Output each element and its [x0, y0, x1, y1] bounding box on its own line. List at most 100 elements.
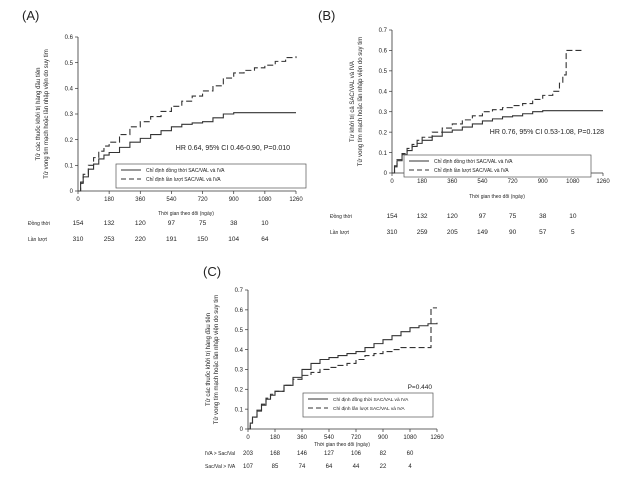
risk-count: 149	[477, 229, 488, 236]
risk-count: 74	[299, 464, 306, 470]
risk-count: 253	[104, 236, 115, 243]
x-tick-label: 360	[135, 197, 146, 203]
x-tick-label: 720	[351, 435, 362, 441]
legend-label: Chỉ định đồng thời SAC/VAL và IVA	[434, 158, 513, 165]
x-tick-label: 540	[166, 197, 177, 203]
risk-row-label: Lần lượt	[28, 237, 47, 243]
y-tick-label: 0.2	[379, 130, 388, 136]
x-axis-label: Thời gian theo dõi (ngày)	[158, 211, 214, 217]
x-tick-label: 540	[477, 179, 488, 185]
x-tick-label: 720	[508, 179, 519, 185]
risk-count: 85	[272, 464, 279, 470]
x-tick-label: 1080	[258, 197, 272, 203]
risk-count: 168	[270, 451, 281, 457]
y-tick-label: 0.5	[65, 61, 74, 67]
y-tick-label: 0.5	[235, 328, 244, 334]
risk-count: 60	[407, 451, 414, 457]
x-tick-label: 1080	[403, 435, 417, 441]
risk-count: 10	[261, 220, 269, 227]
risk-count: 106	[351, 451, 362, 457]
y-tick-label: 0.7	[379, 28, 388, 34]
y-tick-label: 0	[384, 171, 388, 177]
risk-row-label: Đồng thời	[330, 214, 352, 220]
x-tick-label: 720	[198, 197, 209, 203]
legend-label: Chỉ định lần lượt SAC/VAL và IVA	[434, 167, 509, 174]
x-tick-label: 900	[229, 197, 240, 203]
risk-row-label: Sac/Val > IVA	[205, 464, 236, 470]
concurrent-curve	[248, 322, 438, 430]
y-tick-label: 0.3	[235, 368, 244, 374]
risk-count: 132	[104, 220, 115, 227]
risk-count: 38	[230, 220, 238, 227]
y-tick-label: 0.4	[379, 89, 388, 95]
concurrent-curve	[392, 110, 603, 174]
risk-count: 154	[73, 220, 84, 227]
x-tick-label: 1260	[430, 435, 444, 441]
legend-label: Chỉ định đồng thời SAC/VAL và IVA	[146, 167, 225, 174]
y-tick-label: 0	[70, 189, 74, 195]
y-tick-label: 0.3	[65, 112, 74, 118]
risk-count: 90	[509, 229, 517, 236]
x-axis-label: Thời gian theo dõi (ngày)	[314, 442, 370, 448]
sequential-curve	[248, 307, 437, 430]
y-tick-label: 0.4	[235, 348, 244, 354]
risk-count: 82	[380, 451, 387, 457]
risk-count: 154	[387, 213, 398, 220]
y-tick-label: 0.4	[65, 87, 74, 93]
stat-annotation: HR 0.76, 95% CI 0.53-1.08, P=0.128	[490, 129, 604, 136]
legend-box	[302, 392, 434, 418]
y-axis-label: Tử vong tim mạch hoặc lần nhập viện do s…	[357, 37, 364, 166]
x-tick-label: 540	[324, 435, 335, 441]
y-axis-label: Tử vong tim mạch hoặc lần nhập viện do s…	[213, 295, 220, 424]
y-tick-label: 0.2	[235, 387, 244, 393]
risk-count: 120	[447, 213, 458, 220]
x-tick-label: 360	[297, 435, 308, 441]
y-tick-label: 0.5	[379, 69, 388, 75]
risk-count: 75	[199, 220, 207, 227]
sequential-curve	[78, 56, 297, 192]
y-axis-label: Tử vong tim mạch hoặc lần nhập viện do s…	[43, 49, 50, 178]
panel-label: (B)	[318, 8, 335, 23]
risk-count: 107	[243, 464, 254, 470]
stat-annotation: HR 0.64, 95% CI 0.46-0.90, P=0.010	[176, 145, 290, 152]
concurrent-curve	[78, 112, 296, 192]
x-tick-label: 900	[538, 179, 549, 185]
risk-count: 22	[380, 464, 387, 470]
legend-label: Chỉ định lần lượt SAC/VAL và IVA	[333, 405, 405, 412]
risk-count: 57	[539, 229, 547, 236]
y-tick-label: 0.7	[235, 288, 244, 294]
risk-count: 44	[353, 464, 360, 470]
x-tick-label: 0	[246, 435, 250, 441]
risk-count: 150	[197, 236, 208, 243]
risk-count: 10	[569, 213, 577, 220]
risk-count: 310	[73, 236, 84, 243]
panel-label: (C)	[203, 264, 221, 279]
risk-count: 205	[447, 229, 458, 236]
legend-label: Chỉ định đồng thời SAC/VAL và IVA	[333, 396, 409, 403]
risk-count: 64	[326, 464, 333, 470]
x-tick-label: 360	[447, 179, 458, 185]
x-tick-label: 180	[417, 179, 428, 185]
risk-count: 310	[387, 229, 398, 236]
x-tick-label: 0	[76, 197, 80, 203]
y-tick-label: 0.2	[65, 138, 74, 144]
risk-count: 104	[228, 236, 239, 243]
x-tick-label: 900	[378, 435, 389, 441]
risk-count: 64	[261, 236, 269, 243]
risk-row-label: Đồng thời	[28, 221, 50, 227]
risk-count: 38	[539, 213, 547, 220]
y-tick-label: 0.6	[379, 49, 388, 55]
y-tick-label: 0.1	[379, 151, 388, 157]
risk-count: 203	[243, 451, 254, 457]
legend-label: Chỉ định lần lượt SAC/VAL và IVA	[146, 176, 221, 183]
panel-label: (A)	[22, 8, 39, 23]
risk-count: 97	[479, 213, 487, 220]
risk-count: 120	[135, 220, 146, 227]
risk-row-label: IVA > Sac/Val	[205, 451, 235, 457]
y-tick-label: 0.6	[235, 308, 244, 314]
y-tick-label: 0.3	[379, 110, 388, 116]
y-tick-label: 0.1	[65, 164, 74, 170]
risk-row-label: Lần lượt	[330, 230, 349, 236]
y-tick-label: 0	[240, 427, 244, 433]
